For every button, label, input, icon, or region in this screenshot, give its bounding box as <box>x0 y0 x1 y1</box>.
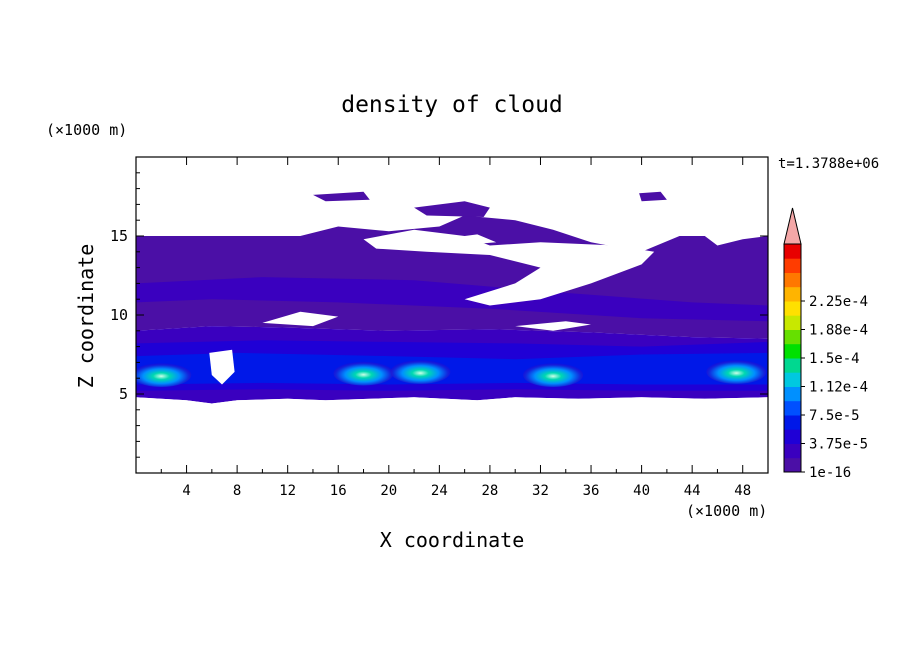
colorbar-tick-label: 1.88e-4 <box>809 323 868 339</box>
colorbar-tick-label: 1.5e-4 <box>809 351 860 367</box>
colorbar-swatch <box>784 315 801 330</box>
colorbar-swatch <box>784 386 801 402</box>
colorbar-tick-label: 1e-16 <box>809 465 851 481</box>
cloud-cores <box>136 359 767 387</box>
colorbar: 1e-16 3.75e-5 7.5e-5 1.12e-4 1.5e-4 1.88e-4 2.… <box>783 207 868 481</box>
y-unit-label: (×1000 m) <box>46 121 127 139</box>
chart-title: density of cloud <box>341 92 563 118</box>
lower-cloud-layer <box>136 326 768 404</box>
x-tick-label: 24 <box>431 483 448 499</box>
x-tick-label: 12 <box>279 483 296 499</box>
cloud-fragment <box>414 201 490 217</box>
cloud-gap <box>515 321 591 331</box>
upper-cloud-inner <box>136 277 768 322</box>
x-tick-label: 36 <box>583 483 600 499</box>
cloud-fragment <box>639 191 667 202</box>
cloud-gaps <box>136 229 768 473</box>
colorbar-swatch <box>784 343 801 359</box>
x-tick-label: 4 <box>182 483 190 499</box>
colorbar-tick-label: 1.12e-4 <box>809 380 868 396</box>
y-tick-label: 5 <box>119 385 128 403</box>
cloud-fragment <box>313 191 370 202</box>
cloud-core <box>136 363 192 387</box>
x-tick-label: 28 <box>481 483 498 499</box>
x-tick-label: 8 <box>233 483 241 499</box>
x-axis-label: X coordinate <box>380 528 525 552</box>
x-axis: 4 8 12 16 20 24 28 32 36 40 44 48 <box>160 157 751 499</box>
x-unit-label: (×1000 m) <box>686 502 767 520</box>
colorbar-swatch <box>784 286 801 302</box>
lower-cloud-core-band <box>136 352 768 385</box>
colorbar-swatch <box>784 301 801 316</box>
colorbar-tick-label: 3.75e-5 <box>809 437 868 453</box>
cloud-gap <box>209 349 235 385</box>
cloud-core <box>523 363 584 387</box>
colorbar-swatch <box>784 329 801 345</box>
x-tick-label: 20 <box>380 483 397 499</box>
colorbar-swatch <box>784 244 801 259</box>
colorbar-swatch <box>784 272 801 288</box>
colorbar-tick-label: 2.25e-4 <box>809 294 868 310</box>
cloud-gap <box>363 229 655 306</box>
x-tick-label: 48 <box>734 483 751 499</box>
y-axis-label: Z coordinate <box>74 244 98 389</box>
colorbar-swatch <box>784 400 801 416</box>
colorbar-extend-arrow <box>783 207 802 245</box>
y-tick-label: 10 <box>110 306 128 324</box>
colorbar-swatch <box>784 429 801 444</box>
time-label: t=1.3788e+06 <box>778 156 879 172</box>
upper-cloud-layer <box>136 191 768 339</box>
colorbar-tick-label: 7.5e-5 <box>809 408 860 424</box>
colorbar-swatch <box>784 415 801 430</box>
colorbar-swatch <box>784 443 801 459</box>
cloud-core <box>333 361 394 386</box>
plot-area <box>136 191 768 473</box>
y-tick-label: 15 <box>110 227 128 245</box>
x-tick-label: 16 <box>330 483 347 499</box>
x-tick-label: 32 <box>532 483 549 499</box>
cloud-core <box>390 359 451 384</box>
colorbar-swatch <box>784 457 801 473</box>
upper-cloud-band <box>136 215 768 339</box>
x-tick-label: 44 <box>684 483 701 499</box>
cloud-gap <box>439 234 497 246</box>
colorbar-swatch <box>784 358 801 373</box>
colorbar-swatch <box>784 372 801 387</box>
cloud-core <box>706 359 767 384</box>
x-tick-label: 40 <box>633 483 650 499</box>
cloud-gap <box>262 311 339 327</box>
colorbar-swatch <box>784 258 801 273</box>
y-axis: 5 10 15 <box>110 172 768 458</box>
clear-air-below <box>136 397 768 473</box>
